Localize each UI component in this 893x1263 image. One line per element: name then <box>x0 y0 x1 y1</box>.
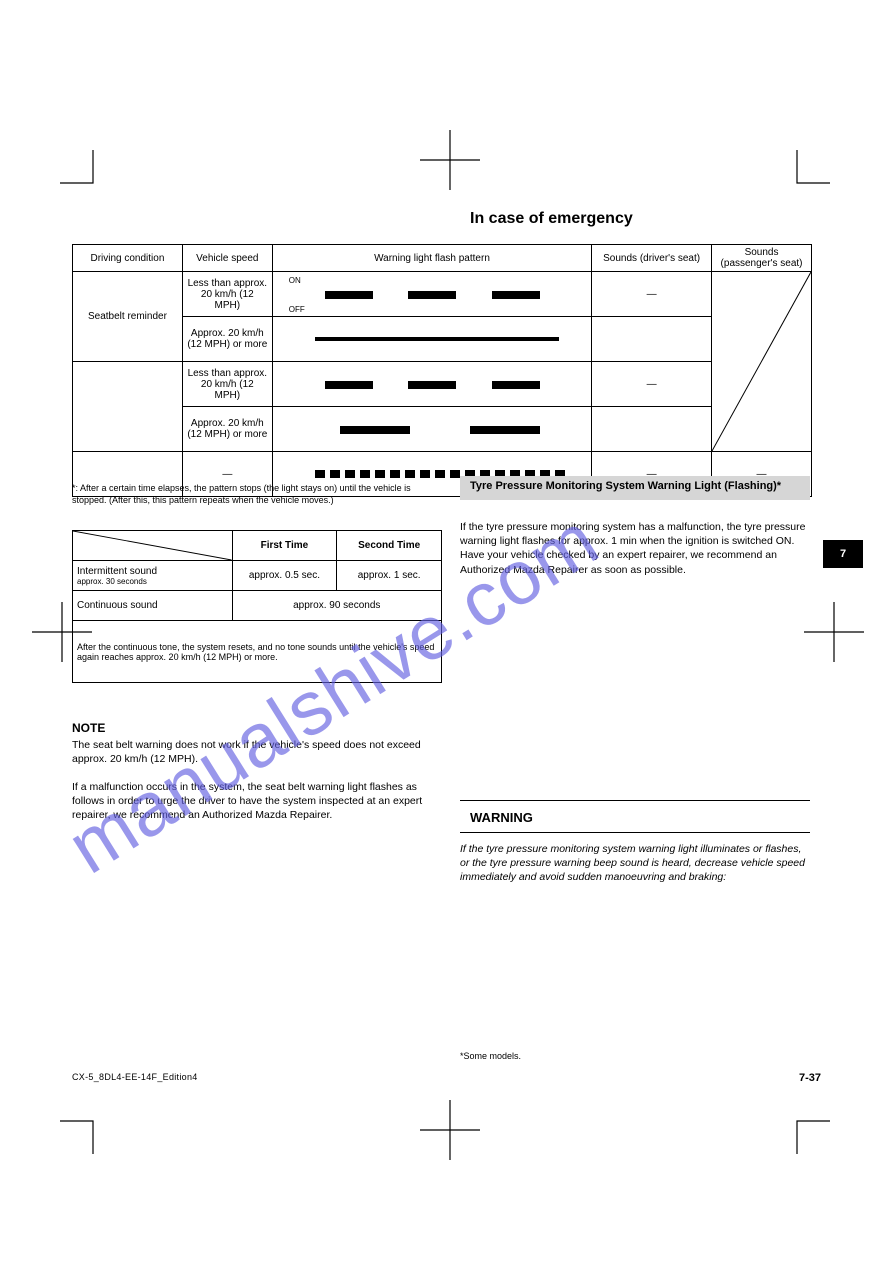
section-body: If the tyre pressure monitoring system h… <box>460 520 810 577</box>
tt-r1-b: approx. 90 seconds <box>232 591 441 621</box>
grey-section-label: Tyre Pressure Monitoring System Warning … <box>470 480 800 492</box>
cropmark-mid-right <box>804 602 864 662</box>
warn-rule-mid <box>460 832 810 833</box>
note-body-2: If a malfunction occurs in the system, t… <box>72 780 442 823</box>
grey-section-bar: Tyre Pressure Monitoring System Warning … <box>460 476 810 500</box>
mt-h4: Sounds (passenger's seat) <box>712 245 812 272</box>
warn-rule-top <box>460 800 810 801</box>
mt-r3-pattern <box>272 407 591 452</box>
flash-pattern-table: Driving condition Vehicle speed Warning … <box>72 244 812 497</box>
footer-left: CX-5_8DL4-EE-14F_Edition4 <box>72 1072 198 1082</box>
mt-r2-pattern <box>272 362 591 407</box>
tt-r0-b: approx. 0.5 sec. <box>232 561 337 591</box>
note-body-1: The seat belt warning does not work if t… <box>72 738 442 766</box>
cropmark-top-right <box>782 150 830 198</box>
mt-r3-speed: Approx. 20 km/h (12 MPH) or more <box>182 407 272 452</box>
mt-r3-sa <box>592 407 712 452</box>
sound-time-table: First Time Second Time Intermittent soun… <box>72 530 442 683</box>
tt-r0-a1: Intermittent sound <box>77 566 157 577</box>
tt-r1-a: Continuous sound <box>73 591 233 621</box>
chapter-tab: 7 <box>823 540 863 568</box>
tt-r0-a: Intermittent sound approx. 30 seconds <box>73 561 233 591</box>
mt-r1-sa <box>592 317 712 362</box>
tt-r0-c: approx. 1 sec. <box>337 561 442 591</box>
tt-h-diag <box>73 531 233 561</box>
note-title: NOTE <box>72 720 105 736</box>
footer-right: 7-37 <box>799 1072 821 1084</box>
mt-h0: Driving condition <box>73 245 183 272</box>
mt-r0-sa: — <box>592 272 712 317</box>
tt-r0-a2: approx. 30 seconds <box>77 577 228 586</box>
flash-on-label: ON <box>289 276 301 285</box>
mt-h1: Vehicle speed <box>182 245 272 272</box>
cropmark-bot-left <box>60 1106 108 1154</box>
mt-r1-speed: Approx. 20 km/h (12 MPH) or more <box>182 317 272 362</box>
flash-off-label: OFF <box>289 305 305 314</box>
mt-diag-cell <box>712 272 812 452</box>
footer-star: *Some models. <box>460 1050 521 1062</box>
mt-r2-cond <box>73 362 183 452</box>
warning-body: If the tyre pressure monitoring system w… <box>460 842 810 885</box>
mt-r0-speed: Less than approx. 20 km/h (12 MPH) <box>182 272 272 317</box>
mt-h2: Warning light flash pattern <box>272 245 591 272</box>
tt-r2: After the continuous tone, the system re… <box>73 621 442 683</box>
mt-h3: Sounds (driver's seat) <box>592 245 712 272</box>
mt-r2-speed: Less than approx. 20 km/h (12 MPH) <box>182 362 272 407</box>
cropmark-top-center <box>420 130 480 190</box>
mt-r2-sa: — <box>592 362 712 407</box>
cropmark-bot-right <box>782 1106 830 1154</box>
cropmark-top-left <box>60 150 108 198</box>
tt-h-b: First Time <box>232 531 337 561</box>
main-table-footnote: *: After a certain time elapses, the pat… <box>72 482 442 506</box>
mt-r0-pattern: ON OFF <box>272 272 591 317</box>
mt-r1-pattern <box>272 317 591 362</box>
page-title: In case of emergency <box>470 210 633 228</box>
mt-r0-cond: Seatbelt reminder <box>73 272 183 362</box>
warning-title: WARNING <box>470 810 533 825</box>
cropmark-bot-center <box>420 1100 480 1160</box>
tt-h-c: Second Time <box>337 531 442 561</box>
